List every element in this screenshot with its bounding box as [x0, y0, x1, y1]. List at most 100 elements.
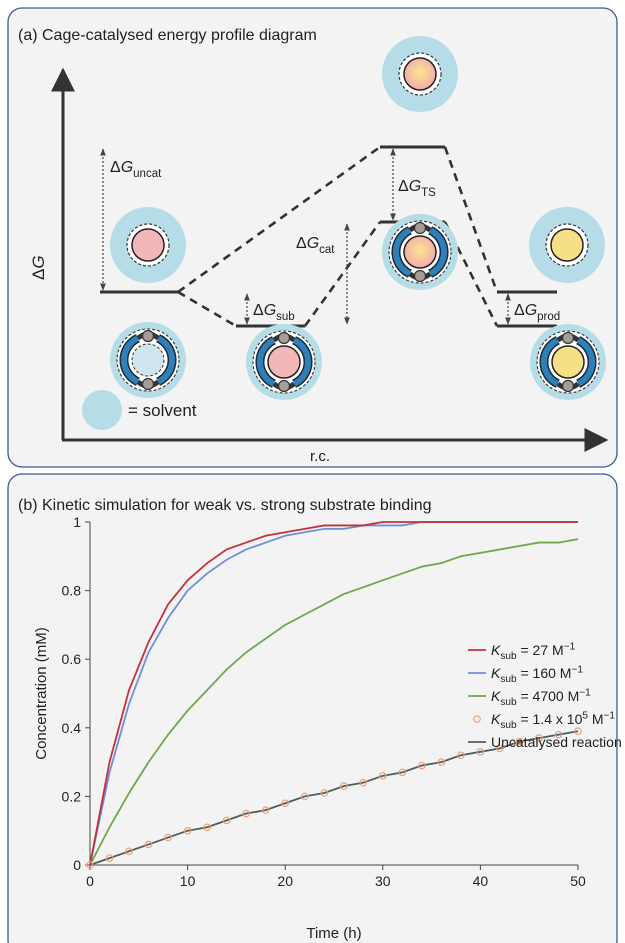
delta-g-uncat: ΔGuncat: [110, 159, 162, 180]
data-point: [437, 758, 446, 766]
text-part: G: [409, 178, 421, 195]
cage-vertex: [413, 221, 427, 235]
legend-label: Ksub = 4700 M−1: [491, 687, 591, 708]
y-tick-label: 0.8: [62, 583, 82, 599]
text-part: prod: [537, 311, 560, 323]
delta-g-cat: ΔGcat: [296, 235, 335, 256]
text-part: Δ: [110, 159, 121, 176]
cage-ligand: [576, 337, 596, 387]
connector: [303, 221, 382, 327]
text-part: TS: [421, 187, 436, 199]
data-point: [554, 730, 563, 739]
cage-ligand: [120, 335, 140, 385]
data-point: [125, 847, 133, 856]
substrate: [550, 228, 584, 262]
data-line: [89, 538, 579, 866]
text-part: sub: [500, 651, 517, 662]
text-part: Δ: [514, 302, 525, 319]
cage-vertex: [561, 331, 575, 345]
text-part: uncat: [133, 168, 162, 180]
x-axis-label: r.c.: [310, 448, 330, 465]
text-part: = 27 M: [517, 642, 564, 658]
text-part: 5: [582, 710, 588, 721]
data-point: [281, 799, 290, 808]
data-point: [203, 823, 211, 832]
y-tick-label: 1: [73, 514, 81, 530]
text-part: K: [491, 688, 501, 704]
x-tick-label: 50: [570, 873, 586, 889]
y-tick-label: 0.2: [62, 788, 82, 804]
cage-ligand: [156, 335, 176, 385]
x-tick-label: 0: [86, 873, 94, 889]
panel-b-frame: [7, 473, 618, 943]
substrate: [403, 57, 437, 91]
text-part: Δ: [29, 269, 48, 280]
data-point: [320, 789, 329, 797]
cage-ligand: [540, 337, 560, 387]
y-axis-label: ΔG: [29, 255, 48, 280]
cage-ligand: [292, 337, 312, 387]
panel-b-title: (b) Kinetic simulation for weak vs. stro…: [18, 497, 432, 514]
cage-ligand: [428, 227, 448, 277]
cage-ligand: [392, 227, 412, 277]
text-part: sub: [500, 674, 517, 685]
data-point: [261, 806, 270, 814]
text-part: = 1.4 x 10: [517, 711, 583, 727]
y-tick-label: 0.4: [62, 720, 82, 736]
data-point: [86, 861, 94, 869]
data-point: [183, 826, 192, 835]
data-point: [242, 809, 250, 818]
data-point: [515, 737, 524, 746]
x-tick-label: 30: [375, 873, 391, 889]
y-tick-label: 0: [73, 857, 81, 873]
x-tick-label: 40: [473, 873, 489, 889]
legend-label: Ksub = 160 M−1: [491, 664, 583, 685]
data-point: [359, 778, 368, 787]
connector: [177, 290, 237, 328]
delta-g-ts: ΔGTS: [398, 178, 436, 199]
y-axis-title: Concentration (mM): [33, 627, 50, 760]
solvent-legend-text: = solvent: [128, 401, 197, 420]
text-part: G: [29, 255, 48, 268]
data-point: [398, 768, 407, 777]
text-part: = 160 M: [517, 665, 572, 681]
x-axis-title: Time (h): [306, 925, 361, 942]
data-point: [144, 840, 153, 849]
text-part: −1: [564, 641, 576, 652]
cage-vertex: [141, 377, 155, 391]
cage-vertex: [141, 329, 155, 343]
data-line: [89, 521, 578, 866]
text-part: G: [307, 235, 319, 252]
cage-vertex: [561, 379, 575, 393]
data-point: [222, 816, 231, 825]
text-part: cat: [319, 244, 335, 256]
substrate: [131, 228, 165, 262]
text-part: −1: [604, 710, 616, 721]
data-point: [339, 782, 348, 790]
text-part: G: [525, 302, 537, 319]
legend-marker: [473, 715, 481, 723]
species: [110, 36, 606, 400]
data-point: [496, 744, 504, 753]
guest: [403, 235, 437, 269]
text-part: M: [588, 711, 604, 727]
guest: [551, 345, 585, 379]
data-point: [418, 761, 426, 770]
connector: [443, 146, 499, 293]
x-tick-label: 20: [277, 873, 293, 889]
data-point: [574, 727, 582, 736]
text-part: sub: [500, 720, 517, 731]
text-part: −1: [579, 687, 591, 698]
text-part: K: [491, 711, 501, 727]
text-part: −1: [571, 664, 583, 675]
energy-gaps: [100, 148, 511, 325]
data-point: [535, 734, 543, 742]
guest: [267, 345, 301, 379]
text-part: Δ: [398, 178, 409, 195]
text-part: Δ: [296, 235, 307, 252]
data-point: [300, 792, 309, 801]
text-part: Uncatalysed reaction: [491, 734, 622, 750]
empty-cavity: [131, 343, 165, 377]
